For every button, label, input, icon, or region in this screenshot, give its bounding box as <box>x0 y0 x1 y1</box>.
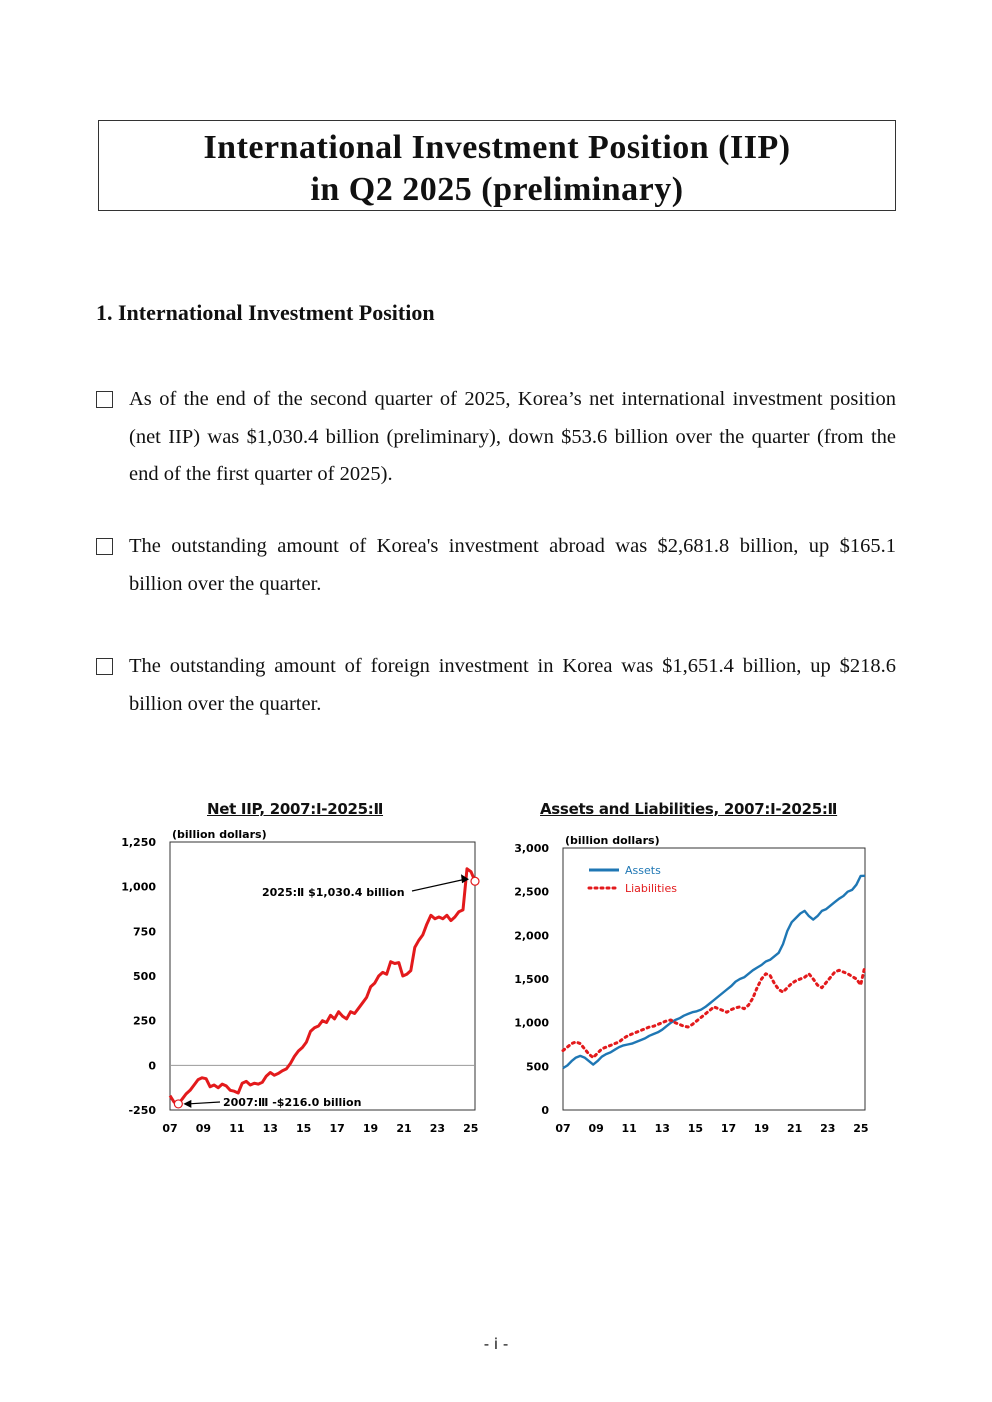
paragraph-net-iip: As of the end of the second quarter of 2… <box>96 381 896 494</box>
y-tick-label: 3,000 <box>514 842 549 855</box>
x-tick-label: 19 <box>363 1122 378 1135</box>
x-tick-label: 23 <box>820 1122 835 1135</box>
x-tick-label: 17 <box>329 1122 344 1135</box>
x-tick-label: 21 <box>787 1122 802 1135</box>
paragraph-liabilities: The outstanding amount of foreign invest… <box>96 648 896 723</box>
paragraph-assets: The outstanding amount of Korea's invest… <box>96 528 896 603</box>
arrow-head-icon <box>461 874 469 884</box>
assets-liabilities-chart: 3,000 2,500 2,000 1,500 1,000 500 0 07 09 11 13 15 1… <box>514 834 868 1135</box>
paragraph-text: The outstanding amount of Korea's invest… <box>129 535 896 595</box>
x-tick-label: 13 <box>263 1122 278 1135</box>
y-tick-label: 2,000 <box>514 929 549 942</box>
net-iip-chart: 1,250 1,000 750 500 250 0 -250 07 09 11 13 15 17 19 21… <box>121 828 480 1135</box>
unit-label: (billion dollars) <box>565 834 660 847</box>
x-tick-label: 07 <box>162 1122 177 1135</box>
annotation-arrow <box>411 878 466 892</box>
series-line-liabilities <box>561 964 867 1060</box>
checkbox-bullet-icon <box>96 658 113 675</box>
y-tick-label: -250 <box>128 1104 156 1117</box>
y-tick-label: 500 <box>526 1060 549 1073</box>
x-tick-label: 19 <box>754 1122 769 1135</box>
y-tick-label: 0 <box>541 1104 549 1117</box>
y-tick-label: 2,500 <box>514 886 549 899</box>
x-tick-label: 25 <box>463 1122 478 1135</box>
legend-label: Liabilities <box>625 882 677 895</box>
annotation-label: 2007:Ⅲ -$216.0 billion <box>223 1096 361 1109</box>
title-box: International Investment Position (IIP) … <box>98 120 896 211</box>
page-title: International Investment Position (IIP) <box>203 129 791 166</box>
x-tick-label: 17 <box>721 1122 736 1135</box>
chart1-title: Net IIP, 2007:Ⅰ-2025:Ⅱ <box>207 800 384 818</box>
arrow-head-icon <box>183 1099 192 1108</box>
chart2-title: Assets and Liabilities, 2007:Ⅰ-2025:Ⅱ <box>540 800 838 818</box>
section-heading: 1. International Investment Position <box>96 300 435 325</box>
series-line-assets <box>562 874 866 1070</box>
plot-frame <box>562 847 866 1111</box>
x-tick-label: 13 <box>655 1122 670 1135</box>
x-tick-label: 07 <box>555 1122 570 1135</box>
y-tick-label: 750 <box>133 925 156 938</box>
x-tick-label: 21 <box>396 1122 411 1135</box>
x-tick-label: 11 <box>622 1122 637 1135</box>
page-number: - i - <box>483 1335 509 1353</box>
paragraph-text: The outstanding amount of foreign invest… <box>129 655 896 715</box>
x-tick-label: 23 <box>430 1122 445 1135</box>
x-tick-label: 15 <box>296 1122 311 1135</box>
plot-frame <box>169 841 476 1111</box>
series-line-net-iip <box>168 867 477 1106</box>
legend-label: Assets <box>625 864 661 877</box>
x-tick-label: 25 <box>853 1122 868 1135</box>
unit-label: (billion dollars) <box>172 828 267 841</box>
y-tick-label: 1,500 <box>514 973 549 986</box>
x-tick-label: 11 <box>229 1122 244 1135</box>
checkbox-bullet-icon <box>96 391 113 408</box>
annotation-label: 2025:Ⅱ $1,030.4 billion <box>262 886 405 899</box>
low-marker <box>173 1099 183 1109</box>
annotation-arrow <box>187 1101 221 1105</box>
y-tick-label: 1,000 <box>514 1017 549 1030</box>
y-tick-label: 500 <box>133 970 156 983</box>
page-subtitle: in Q2 2025 (preliminary) <box>310 171 684 208</box>
y-tick-label: 0 <box>148 1059 156 1072</box>
x-tick-label: 09 <box>588 1122 603 1135</box>
paragraph-text: As of the end of the second quarter of 2… <box>129 388 896 485</box>
y-tick-label: 250 <box>133 1015 156 1028</box>
x-tick-label: 09 <box>196 1122 211 1135</box>
y-tick-label: 1,000 <box>121 881 156 894</box>
checkbox-bullet-icon <box>96 538 113 555</box>
end-marker <box>470 876 480 886</box>
x-tick-label: 15 <box>688 1122 703 1135</box>
y-tick-label: 1,250 <box>121 836 156 849</box>
